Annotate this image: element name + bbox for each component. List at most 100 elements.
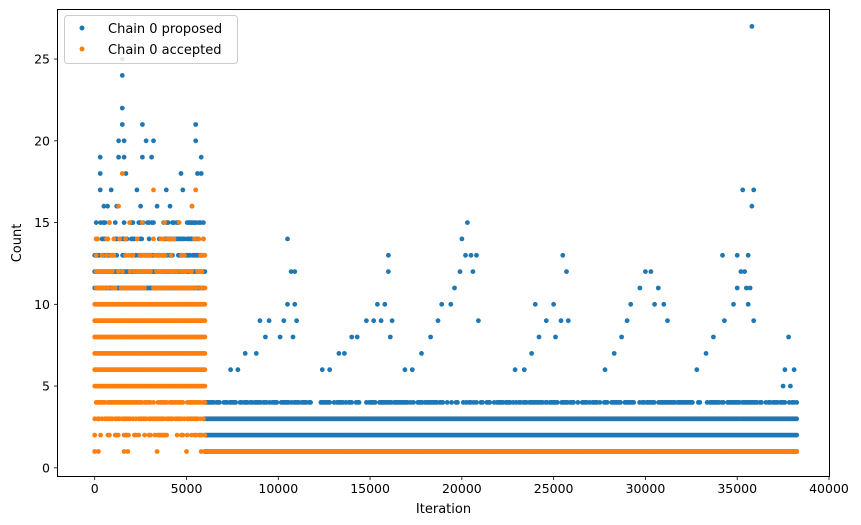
proposed-point bbox=[217, 400, 222, 405]
proposed-point bbox=[788, 383, 793, 389]
proposed-point bbox=[558, 318, 564, 324]
proposed-point bbox=[720, 400, 726, 405]
accepted-point bbox=[96, 449, 101, 454]
proposed-point bbox=[163, 187, 169, 193]
accepted-point bbox=[164, 432, 170, 438]
proposed-point bbox=[105, 203, 110, 209]
x-tick-label: 25000 bbox=[534, 481, 574, 496]
proposed-point bbox=[308, 400, 313, 405]
proposed-point bbox=[512, 367, 518, 373]
x-tick-label: 40000 bbox=[809, 481, 849, 496]
proposed-point bbox=[411, 400, 416, 405]
proposed-point bbox=[193, 122, 199, 127]
accepted-point bbox=[134, 236, 140, 242]
proposed-point bbox=[648, 269, 654, 274]
proposed-point bbox=[382, 301, 388, 307]
legend-label-accepted: Chain 0 accepted bbox=[108, 43, 222, 58]
accepted-point bbox=[199, 269, 205, 274]
proposed-point bbox=[342, 351, 347, 356]
accepted-point bbox=[107, 220, 112, 226]
proposed-point bbox=[167, 203, 173, 209]
proposed-point bbox=[143, 138, 149, 144]
proposed-point bbox=[690, 400, 695, 405]
proposed-point bbox=[319, 367, 325, 373]
proposed-point bbox=[439, 301, 445, 307]
accepted-point bbox=[93, 252, 99, 258]
y-tick-label: 0 bbox=[42, 460, 50, 475]
proposed-point bbox=[474, 252, 479, 258]
proposed-point bbox=[266, 318, 272, 324]
accepted-point bbox=[180, 432, 186, 438]
accepted-point bbox=[201, 236, 206, 242]
x-tick-label: 35000 bbox=[717, 481, 757, 496]
proposed-point bbox=[149, 154, 155, 160]
legend-label-proposed: Chain 0 proposed bbox=[108, 22, 222, 37]
proposed-point bbox=[602, 367, 608, 373]
proposed-point bbox=[554, 400, 560, 405]
proposed-point bbox=[749, 203, 755, 209]
proposed-point bbox=[455, 400, 460, 405]
accepted-point bbox=[95, 236, 101, 242]
proposed-point bbox=[288, 269, 294, 274]
proposed-point bbox=[742, 269, 747, 274]
accepted-point bbox=[151, 400, 156, 405]
accepted-point bbox=[202, 383, 208, 389]
proposed-point bbox=[470, 269, 476, 274]
accepted-point bbox=[202, 400, 208, 405]
proposed-point bbox=[119, 105, 125, 111]
proposed-point bbox=[722, 318, 727, 324]
proposed-point bbox=[419, 351, 424, 356]
proposed-point bbox=[409, 367, 415, 373]
proposed-point bbox=[652, 301, 657, 307]
proposed-point bbox=[151, 220, 156, 226]
accepted-point bbox=[192, 236, 198, 242]
y-tick-label: 20 bbox=[34, 133, 50, 148]
accepted-point bbox=[111, 252, 117, 258]
proposed-point bbox=[468, 252, 474, 258]
accepted-point bbox=[180, 400, 186, 405]
proposed-point bbox=[794, 432, 800, 438]
proposed-point bbox=[119, 73, 125, 78]
proposed-point bbox=[521, 367, 527, 373]
accepted-point bbox=[105, 285, 111, 291]
proposed-point bbox=[459, 236, 465, 242]
proposed-point bbox=[281, 318, 287, 324]
accepted-point bbox=[161, 236, 167, 242]
legend-marker-proposed bbox=[79, 25, 85, 31]
proposed-point bbox=[452, 285, 457, 291]
proposed-point bbox=[102, 220, 108, 226]
accepted-point bbox=[202, 285, 208, 291]
proposed-point bbox=[553, 334, 558, 340]
proposed-point bbox=[786, 334, 791, 340]
accepted-point bbox=[126, 432, 131, 438]
proposed-point bbox=[618, 400, 623, 405]
accepted-point bbox=[148, 269, 153, 274]
x-axis: 0 5000 10000 15000 20000 25000 30000 35000 40000 bbox=[91, 476, 849, 496]
proposed-point bbox=[138, 203, 144, 209]
proposed-point bbox=[745, 252, 751, 258]
accepted-point bbox=[127, 220, 132, 226]
proposed-point bbox=[242, 351, 248, 356]
accepted-point bbox=[201, 416, 206, 422]
y-axis-label: Count bbox=[10, 224, 25, 263]
legend: Chain 0 proposed Chain 0 accepted bbox=[64, 15, 238, 64]
proposed-point bbox=[371, 318, 377, 324]
proposed-point bbox=[476, 318, 481, 324]
proposed-point bbox=[364, 318, 369, 324]
proposed-point bbox=[121, 220, 127, 226]
accepted-point bbox=[92, 449, 98, 454]
proposed-point bbox=[631, 400, 637, 405]
accepted-point bbox=[121, 449, 127, 454]
proposed-point bbox=[751, 187, 757, 193]
proposed-point bbox=[749, 24, 755, 29]
proposed-point bbox=[745, 301, 751, 307]
proposed-point bbox=[233, 400, 239, 405]
proposed-point bbox=[146, 236, 152, 242]
accepted-point bbox=[202, 351, 208, 356]
proposed-point bbox=[198, 171, 204, 176]
proposed-point bbox=[93, 220, 99, 226]
proposed-point bbox=[195, 171, 200, 176]
proposed-point bbox=[386, 269, 391, 274]
accepted-point bbox=[171, 236, 177, 242]
proposed-point bbox=[604, 400, 610, 405]
